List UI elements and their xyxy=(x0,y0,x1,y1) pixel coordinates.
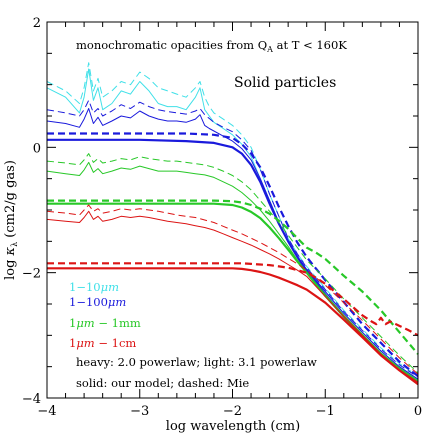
note-model: solid: our model; dashed: Mie xyxy=(76,376,249,390)
x-tick-label: −3 xyxy=(130,404,149,419)
series-line-9 xyxy=(47,201,418,355)
legend-item-1um-1mm: 1μm − 1mm xyxy=(69,316,141,330)
x-axis-label: log wavelength (cm) xyxy=(166,419,300,434)
legend-item-1-100um: 1−100μm xyxy=(69,295,126,309)
y-tick-label: −4 xyxy=(22,392,41,407)
x-tick-label: −1 xyxy=(316,404,335,419)
legend: 1−10μm 1−100μm 1μm − 1mm 1μm − 1cm xyxy=(69,280,141,350)
legend-item-1-10um: 1−10μm xyxy=(69,280,119,294)
x-tick-label: −2 xyxy=(223,404,242,419)
y-tick-label: 2 xyxy=(33,16,41,31)
chart-title: monochromatic opacities from QA at T < 1… xyxy=(76,38,347,54)
y-tick-label: −2 xyxy=(22,267,41,282)
panel-label: Solid particles xyxy=(234,75,336,91)
legend-item-1um-1cm: 1μm − 1cm xyxy=(69,336,136,350)
note-powerlaw: heavy: 2.0 powerlaw; light: 3.1 powerlaw xyxy=(76,355,317,369)
y-axis-label: log κλ (cm2/g gas) xyxy=(3,160,19,280)
x-tick-label: 0 xyxy=(414,404,422,419)
y-tick-label: 0 xyxy=(33,141,41,156)
